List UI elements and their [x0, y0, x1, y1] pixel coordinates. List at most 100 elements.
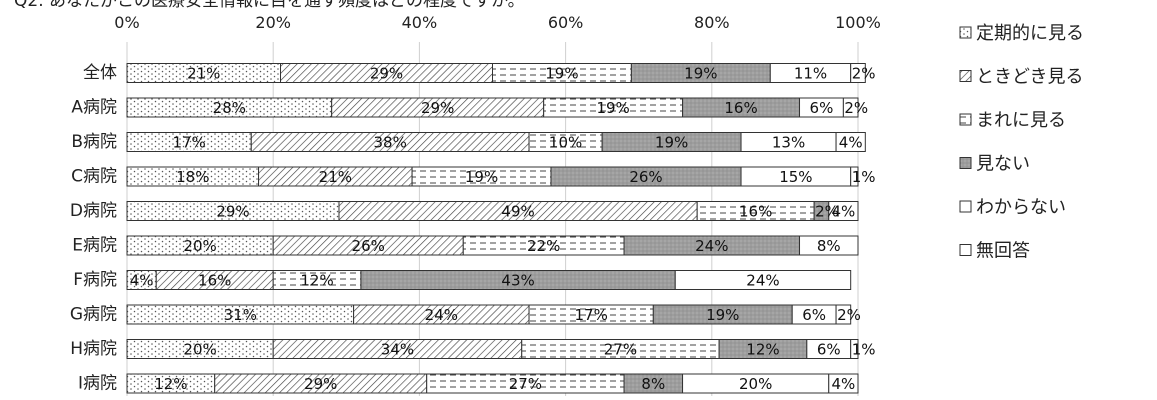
- data-label: 2%: [844, 99, 868, 117]
- data-label: 38%: [373, 134, 406, 152]
- data-label: 8%: [641, 375, 665, 393]
- category-label: I病院: [78, 374, 117, 394]
- data-label: 2%: [852, 65, 876, 83]
- data-label: 16%: [724, 99, 757, 117]
- data-label: 24%: [425, 306, 458, 324]
- bar-segment: [799, 235, 859, 256]
- data-label: 2%: [837, 306, 861, 324]
- data-label: 15%: [779, 168, 812, 186]
- category-label: C病院: [71, 167, 117, 187]
- category-label: F病院: [73, 270, 117, 290]
- data-label: 16%: [198, 272, 231, 290]
- category-label: D病院: [70, 201, 117, 221]
- data-label: 31%: [224, 306, 257, 324]
- legend-label: まれに見る: [976, 110, 1066, 131]
- data-label: 20%: [739, 375, 772, 393]
- bar-segment: [674, 270, 852, 290]
- category-label: 全体: [83, 63, 117, 83]
- data-label: 22%: [527, 237, 560, 255]
- data-label: 4%: [831, 203, 855, 221]
- x-tick-label: 40%: [402, 13, 438, 32]
- data-label: 8%: [817, 237, 841, 255]
- data-label: 49%: [501, 203, 534, 221]
- bar-segment: [828, 201, 859, 221]
- data-label: 26%: [352, 237, 385, 255]
- legend-swatch: [959, 26, 972, 39]
- data-label: 19%: [596, 99, 629, 117]
- legend-label: ときどき見る: [976, 67, 1083, 88]
- data-label: 18%: [176, 168, 209, 186]
- category-label: H病院: [70, 339, 117, 359]
- data-label: 27%: [604, 341, 637, 359]
- data-label: 19%: [684, 65, 717, 83]
- data-labels: 21% 29% 19% 19% 11% 2% 28% 29% 19% 16% 6% 2% 17% 38% 1…: [130, 65, 876, 394]
- data-label: 12%: [746, 341, 779, 359]
- data-label: 4%: [130, 272, 154, 290]
- data-label: 16%: [739, 203, 772, 221]
- x-tick-label: 100%: [835, 13, 881, 32]
- data-label: 29%: [421, 99, 454, 117]
- data-label: 19%: [706, 306, 739, 324]
- data-label: 19%: [465, 168, 498, 186]
- legend-swatch: [959, 244, 972, 256]
- legend-swatch: [959, 200, 972, 213]
- data-label: 20%: [183, 341, 216, 359]
- data-label: 26%: [629, 168, 662, 186]
- data-label: 1%: [852, 168, 876, 186]
- x-tick-label: 60%: [548, 13, 584, 32]
- data-label: 17%: [172, 134, 205, 152]
- legend-label: 見ない: [976, 154, 1030, 175]
- data-label: 2%: [815, 203, 839, 221]
- category-label: A病院: [71, 98, 117, 118]
- data-label: 12%: [154, 375, 187, 393]
- chart-title: Q2. あなたがこの医療安全情報に目を通す頻度はどの程度ですか。: [14, 0, 525, 11]
- data-label: 10%: [549, 134, 582, 152]
- legend-label: 無回答: [976, 241, 1030, 262]
- data-label: 24%: [695, 237, 728, 255]
- data-label: 11%: [794, 65, 827, 83]
- data-label: 6%: [817, 341, 841, 359]
- bar-segment: [828, 373, 859, 394]
- x-axis-tick-labels: 0% 20% 40% 60% 80% 100%: [114, 13, 881, 32]
- data-label: 29%: [216, 203, 249, 221]
- legend-label: 定期的に見る: [976, 23, 1084, 44]
- legend-swatch: [959, 70, 972, 82]
- data-label: 29%: [370, 65, 403, 83]
- bar-segment: [850, 339, 859, 359]
- bar-segment: [835, 132, 866, 152]
- category-label: E病院: [72, 236, 117, 256]
- data-label: 24%: [746, 272, 779, 290]
- legend-label: わからない: [976, 197, 1066, 218]
- bar-segment: [835, 304, 852, 325]
- data-label: 20%: [183, 237, 216, 255]
- data-label: 1%: [852, 341, 876, 359]
- data-label: 12%: [300, 272, 333, 290]
- data-label: 6%: [810, 99, 834, 117]
- data-label: 34%: [381, 341, 414, 359]
- data-label: 21%: [319, 168, 352, 186]
- data-label: 29%: [304, 375, 337, 393]
- x-tick-label: 20%: [255, 13, 291, 32]
- y-axis-category-labels: 全体 A病院 B病院 C病院 D病院 E病院 F病院 G病院 H病院 I病院: [70, 63, 117, 394]
- data-label: 43%: [501, 272, 534, 290]
- data-label: 4%: [839, 134, 863, 152]
- data-label: 19%: [655, 134, 688, 152]
- bar-segment: [850, 166, 859, 187]
- category-label: G病院: [70, 305, 117, 325]
- data-label: 27%: [509, 375, 542, 393]
- data-label: 4%: [831, 375, 855, 393]
- legend-swatch: [959, 157, 972, 169]
- x-tick-label: 0%: [114, 13, 139, 32]
- data-label: 19%: [545, 65, 578, 83]
- category-label: B病院: [71, 132, 117, 152]
- x-tick-label: 80%: [694, 13, 730, 32]
- bar-segments: [126, 63, 866, 394]
- bar-segment: [842, 97, 859, 118]
- data-label: 6%: [802, 306, 826, 324]
- legend-swatch: [959, 113, 972, 126]
- bar-segment: [850, 63, 866, 83]
- data-label: 13%: [772, 134, 805, 152]
- data-label: 21%: [187, 65, 220, 83]
